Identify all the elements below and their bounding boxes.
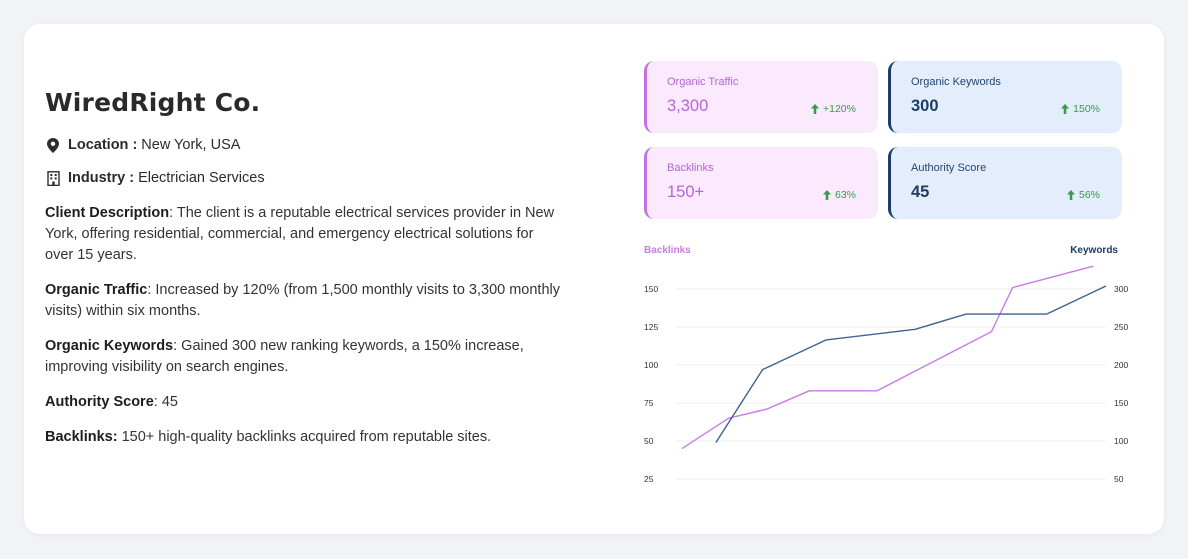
stat-label: Organic Keywords — [911, 76, 1001, 88]
stat-change-text: +120% — [823, 103, 856, 115]
stat-card: Organic Traffic 3,300 +120% — [644, 61, 878, 133]
left-tick-label: 25 — [644, 474, 654, 484]
detail-separator: : — [169, 205, 174, 221]
stat-label: Organic Traffic — [667, 76, 739, 88]
detail-label: Authority Score — [45, 394, 154, 410]
right-tick-label: 100 — [1114, 436, 1128, 446]
left-tick-label: 75 — [644, 398, 654, 408]
detail-text: Gained 300 new ranking keywords, a 150% … — [45, 338, 524, 375]
stat-change: 56% — [1066, 189, 1100, 201]
left-tick-label: 100 — [644, 360, 658, 370]
stat-value: 3,300 — [667, 97, 709, 115]
stat-change-text: 56% — [1078, 189, 1100, 201]
detail-text: The client is a reputable electrical ser… — [45, 205, 555, 263]
detail-text: 45 — [157, 394, 178, 410]
detail-label: Organic Traffic — [45, 282, 148, 298]
right-tick-label: 150 — [1114, 398, 1128, 408]
company-name: WiredRight Co. — [45, 88, 261, 117]
backlinks-line — [681, 265, 1094, 450]
left-axis-title: Backlinks — [644, 245, 691, 256]
arrow-up-icon — [1066, 190, 1075, 200]
right-tick-label: 200 — [1114, 360, 1128, 370]
right-tick-label: 300 — [1114, 284, 1128, 294]
detail-separator: : — [147, 282, 152, 298]
arrow-up-icon — [1061, 104, 1070, 114]
location-label: Location : — [68, 137, 138, 153]
stat-change-text: 63% — [834, 189, 856, 201]
detail-label: Backlinks: — [45, 429, 118, 445]
detail-separator: : — [153, 394, 158, 410]
stat-value: 300 — [911, 97, 939, 115]
stat-card: Backlinks 150+ 63% — [644, 147, 878, 219]
detail-list: Client Description: The client is a repu… — [45, 203, 565, 448]
detail-paragraph: Authority Score: 45 — [45, 392, 565, 413]
left-tick-label: 50 — [644, 436, 654, 446]
detail-text: 150+ high-quality backlinks acquired fro… — [117, 429, 492, 445]
industry-value: Electrician Services — [138, 170, 265, 186]
right-tick-label: 250 — [1114, 322, 1128, 332]
building-icon — [45, 170, 61, 186]
stat-value: 150+ — [667, 183, 705, 201]
growth-chart: Backlinks Keywords 25 50 75 100 125 150 50 100 150… — [636, 238, 1136, 503]
stat-label: Backlinks — [667, 162, 714, 174]
industry-label: Industry : — [68, 170, 135, 186]
stat-label: Authority Score — [911, 162, 987, 174]
stat-card: Organic Keywords 300 150% — [888, 61, 1122, 133]
left-tick-label: 125 — [644, 322, 658, 332]
detail-separator: : — [173, 338, 178, 354]
keywords-line — [715, 285, 1107, 443]
stat-change: 150% — [1061, 103, 1100, 115]
arrow-up-icon — [811, 104, 819, 114]
stat-change: +120% — [811, 103, 856, 115]
location-value: New York, USA — [141, 137, 241, 153]
detail-paragraph: Client Description: The client is a repu… — [45, 203, 565, 266]
map-pin-icon — [45, 137, 61, 153]
stat-card: Authority Score 45 56% — [888, 147, 1122, 219]
stat-change-text: 150% — [1073, 103, 1100, 115]
detail-paragraph: Organic Traffic: Increased by 120% (from… — [45, 280, 565, 322]
detail-label: Organic Keywords — [45, 338, 174, 354]
right-tick-label: 50 — [1114, 474, 1124, 484]
arrow-up-icon — [822, 190, 831, 200]
right-axis-title: Keywords — [1070, 245, 1118, 256]
stat-change: 63% — [822, 189, 856, 201]
client-info: WiredRight Co. Location : New York, USA … — [45, 88, 565, 462]
line-chart: Backlinks Keywords 25 50 75 100 125 150 50 100 150… — [644, 245, 1128, 484]
detail-paragraph: Organic Keywords: Gained 300 new ranking… — [45, 336, 565, 378]
industry-row: Industry : Electrician Services — [45, 170, 565, 186]
detail-text: Increased by 120% (from 1,500 monthly vi… — [45, 282, 560, 319]
stat-value: 45 — [911, 183, 930, 201]
location-row: Location : New York, USA — [45, 137, 565, 153]
left-tick-label: 150 — [644, 284, 658, 294]
detail-paragraph: Backlinks: 150+ high-quality backlinks a… — [45, 427, 565, 448]
detail-label: Client Description — [45, 205, 170, 221]
